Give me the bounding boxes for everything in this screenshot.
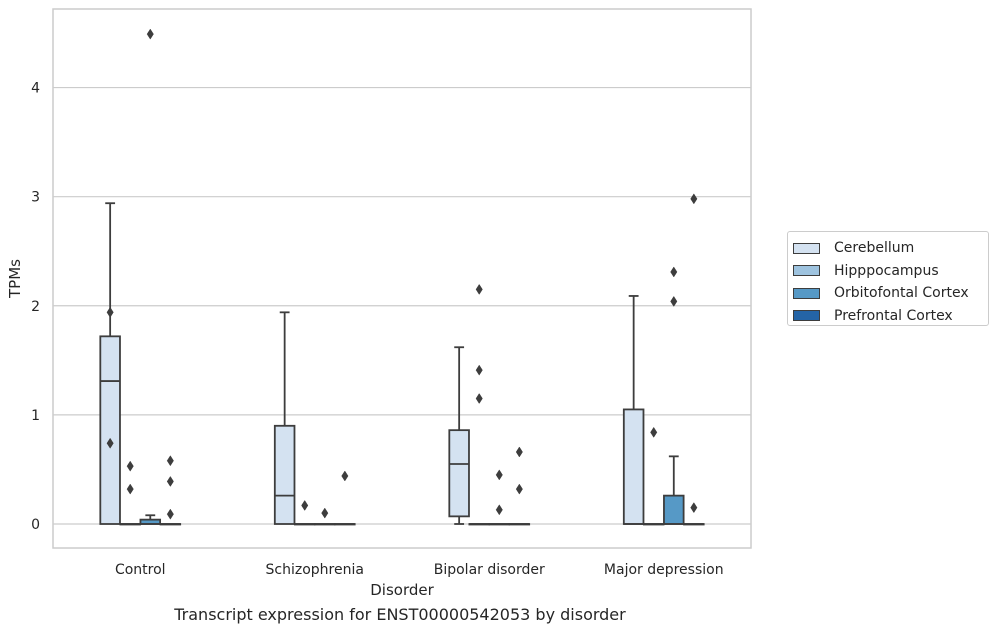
box-body xyxy=(663,494,685,525)
legend-item: Prefrontal Cortex xyxy=(793,305,988,328)
box-orbitofontal-cortex-1 xyxy=(314,523,336,526)
legend-label: Hipppocampus xyxy=(834,262,939,279)
outlier-point xyxy=(166,475,174,487)
figure-caption: Transcript expression for ENST0000054205… xyxy=(174,605,626,624)
outlier-point xyxy=(146,28,154,40)
box-prefrontal-cortex-0 xyxy=(159,523,182,526)
outlier-point xyxy=(475,283,483,295)
box-cerebellum-2 xyxy=(448,346,470,525)
x-tick-labels: Control Schizophrenia Bipolar disorder Majo… xyxy=(115,562,724,578)
outlier-point xyxy=(126,460,134,472)
box-body xyxy=(99,335,121,525)
box-prefrontal-cortex-2 xyxy=(508,523,531,526)
outliers xyxy=(106,28,698,520)
box-cerebellum-3 xyxy=(622,295,645,525)
y-tick-label: 4 xyxy=(31,81,40,97)
legend-swatch-prefrontal xyxy=(793,310,820,322)
legend-swatch-orbitofrontal xyxy=(793,287,820,299)
plot-frame xyxy=(52,8,752,549)
y-tick-labels: 0 1 2 3 4 xyxy=(31,81,40,533)
box-hipppocampus-1 xyxy=(293,523,316,526)
outlier-point xyxy=(670,295,678,307)
outlier-point xyxy=(650,426,658,438)
gridlines xyxy=(53,86,751,525)
boxes xyxy=(99,202,705,526)
box-prefrontal-cortex-1 xyxy=(334,523,356,526)
outlier-point xyxy=(321,507,329,519)
outlier-point xyxy=(515,483,523,495)
box-orbitofontal-cortex-3 xyxy=(663,455,685,525)
outlier-point xyxy=(106,306,114,318)
outlier-point xyxy=(670,266,678,278)
box-body xyxy=(622,408,645,525)
x-tick-label: Schizophrenia xyxy=(266,562,364,578)
x-tick-label: Control xyxy=(115,562,166,578)
outlier-point xyxy=(126,483,134,495)
legend-label: Prefrontal Cortex xyxy=(834,307,953,324)
outlier-point xyxy=(166,508,174,520)
x-tick-label: Bipolar disorder xyxy=(434,562,545,578)
outlier-point xyxy=(301,499,309,511)
outlier-point xyxy=(690,193,698,205)
legend: Cerebellum Hipppocampus Orbitofontal Cor… xyxy=(787,231,989,326)
y-axis-label: TPMs xyxy=(6,259,24,299)
box-prefrontal-cortex-3 xyxy=(683,523,705,526)
y-tick-label: 0 xyxy=(31,517,40,533)
y-tick-label: 1 xyxy=(31,408,40,424)
legend-swatch-cerebellum xyxy=(793,242,820,254)
legend-label: Orbitofontal Cortex xyxy=(834,285,969,302)
box-hipppocampus-2 xyxy=(468,523,490,526)
legend-item: Cerebellum xyxy=(793,237,988,260)
outlier-point xyxy=(475,393,483,404)
y-tick-label: 3 xyxy=(31,190,40,206)
legend-label: Cerebellum xyxy=(834,240,915,257)
legend-item: Orbitofontal Cortex xyxy=(793,282,988,305)
outlier-point xyxy=(166,455,174,467)
y-tick-label: 2 xyxy=(31,299,40,315)
outlier-point xyxy=(515,446,523,458)
box-cerebellum-0 xyxy=(99,202,121,525)
outlier-point xyxy=(475,364,483,376)
x-axis-label: Disorder xyxy=(370,581,434,599)
outlier-point xyxy=(495,504,503,516)
x-tick-label: Major depression xyxy=(604,562,724,578)
box-hipppocampus-3 xyxy=(642,523,665,526)
outlier-point xyxy=(495,469,503,481)
box-orbitofontal-cortex-0 xyxy=(139,514,162,525)
box-body xyxy=(273,424,296,525)
legend-swatch-hippocampus xyxy=(793,265,820,277)
box-orbitofontal-cortex-2 xyxy=(488,523,511,526)
outlier-point xyxy=(341,470,349,482)
box-body xyxy=(448,429,470,518)
outlier-point xyxy=(690,502,698,514)
box-hipppocampus-0 xyxy=(119,523,141,526)
legend-item: Hipppocampus xyxy=(793,260,988,283)
box-cerebellum-1 xyxy=(273,311,296,525)
outlier-point xyxy=(106,437,114,449)
